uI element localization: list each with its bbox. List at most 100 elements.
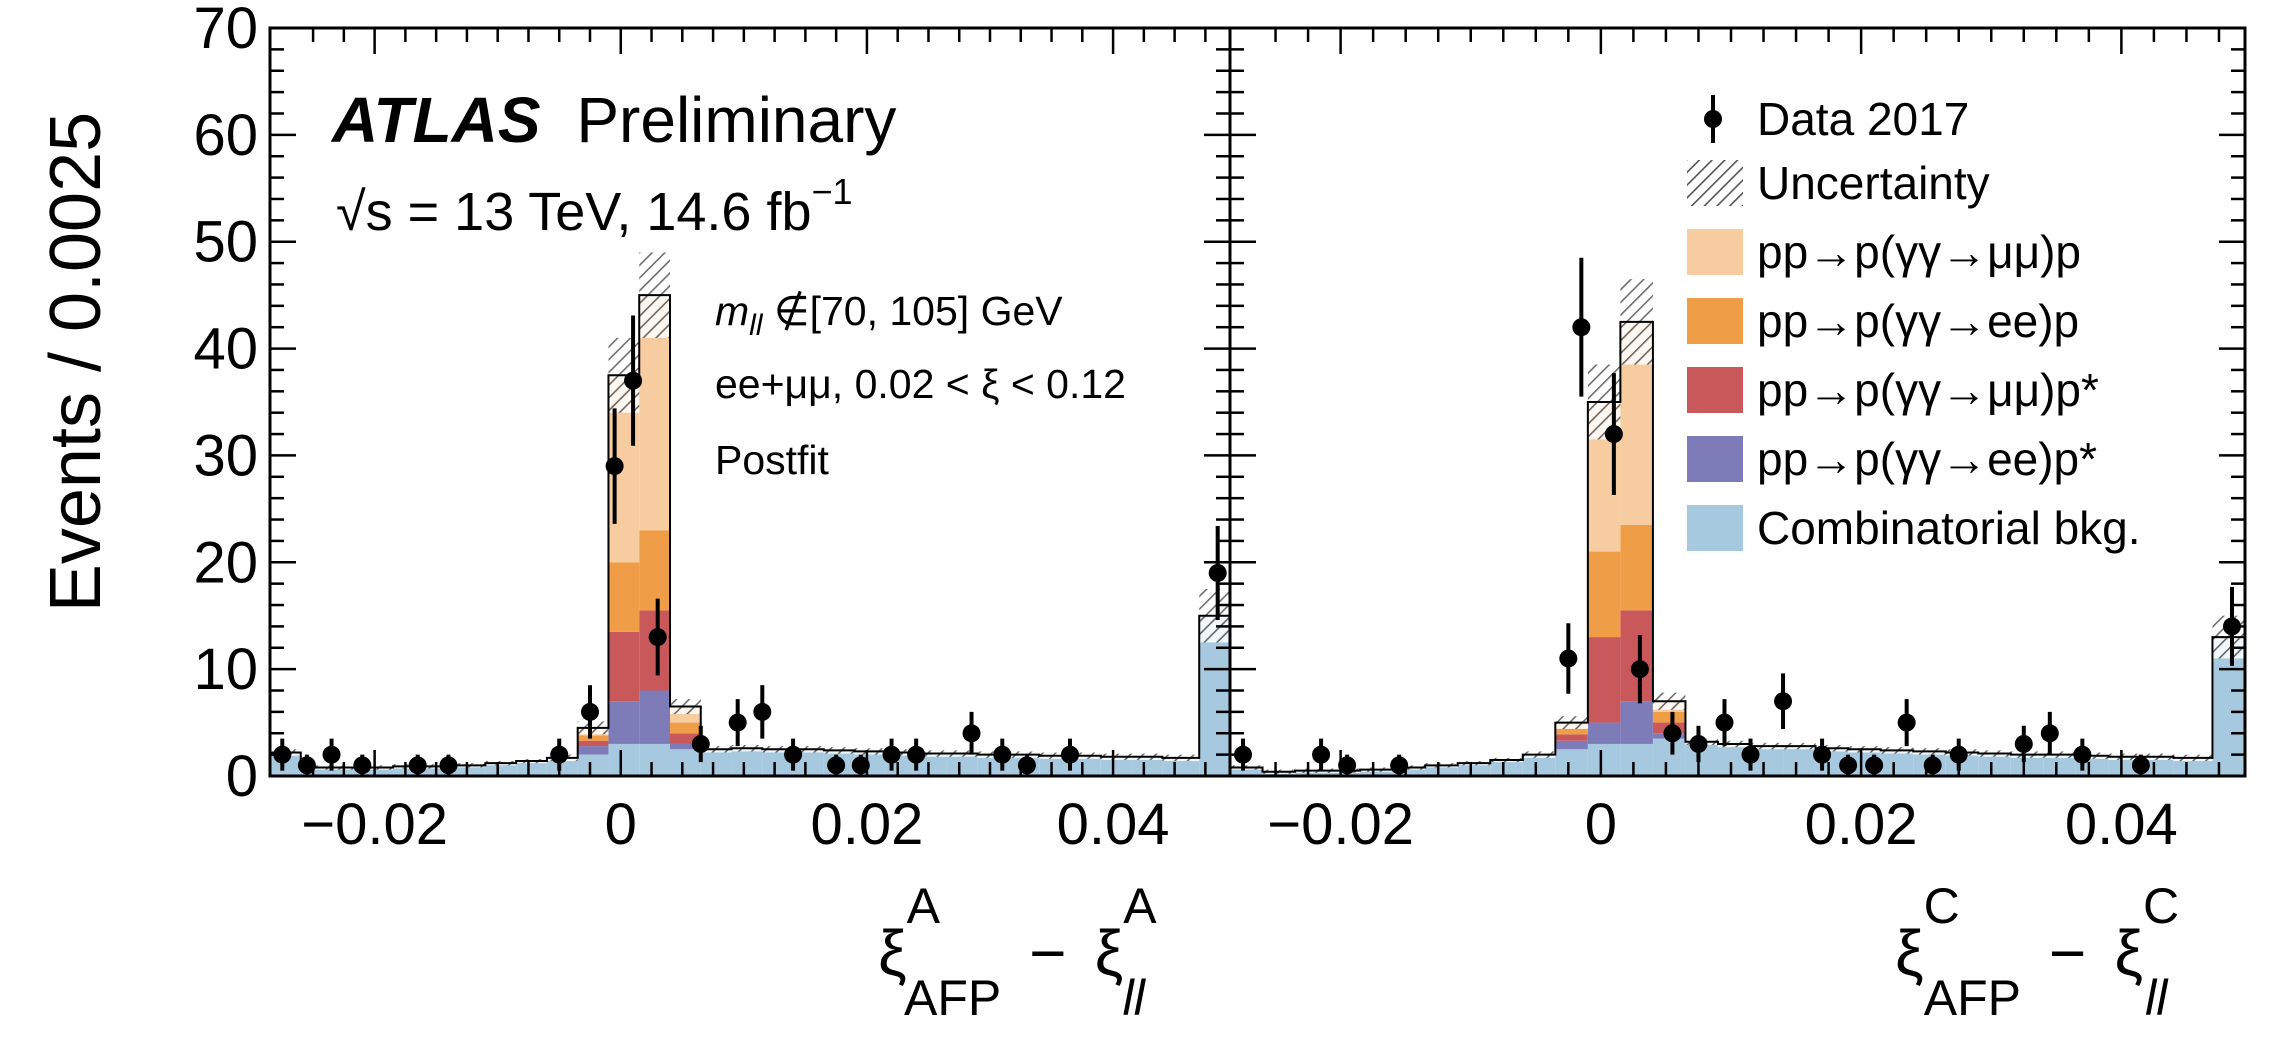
data-point [753, 702, 772, 721]
svg-text:Data 2017: Data 2017 [1757, 93, 1969, 145]
bar-combinatorial [608, 743, 640, 776]
data-point [2073, 745, 2092, 764]
legend-item-combinatorial: Combinatorial bkg. [1687, 502, 2141, 554]
bar-ee-elastic [1652, 711, 1686, 723]
data-point [993, 745, 1012, 764]
atlas-logo-text: ATLAS [330, 84, 541, 156]
bar-combinatorial [946, 753, 978, 776]
legend-item-data: Data 2017 [1704, 93, 1969, 145]
legend-swatch-ee-single-diss [1687, 436, 1743, 482]
data-point [1839, 756, 1858, 775]
energy-lumi-label: √s = 13 TeV, 14.6 fb−1 [336, 171, 853, 242]
bar-ee-single-diss [608, 701, 640, 744]
data-point [648, 628, 667, 647]
bar-combinatorial [2173, 757, 2213, 776]
bar-combinatorial [1360, 769, 1393, 776]
data-point [297, 756, 316, 775]
panel-c: −0.02 0 0.02 0.04 [1228, 26, 2247, 857]
x-tick-label: −0.02 [1267, 792, 1414, 857]
legend-item-mumu-single-diss: pp→p(γγ→μμ)p* [1687, 364, 2099, 416]
svg-text:pp→p(γγ→ee)p*: pp→p(γγ→ee)p* [1757, 433, 2097, 485]
svg-text:pp→p(γγ→μμ)p: pp→p(γγ→μμ)p [1757, 226, 2081, 278]
bar-combinatorial [1652, 738, 1686, 776]
data-point [962, 724, 981, 743]
bar-combinatorial [1783, 746, 1816, 776]
bar-combinatorial [1295, 770, 1328, 776]
x-tick-label: −0.02 [301, 792, 448, 857]
data-point [353, 756, 372, 775]
bar-combinatorial [1425, 765, 1458, 776]
svg-text:pp→p(γγ→μμ)p*: pp→p(γγ→μμ)p* [1757, 364, 2099, 416]
data-point [408, 756, 427, 775]
data-point [1865, 756, 1884, 775]
bar-ee-single-diss [639, 690, 670, 744]
bar-combinatorial [577, 754, 609, 776]
svg-text:pp→p(γγ→ee)p: pp→p(γγ→ee)p [1757, 295, 2079, 347]
y-tick-label: 70 [193, 0, 258, 61]
bar-combinatorial [731, 748, 763, 776]
bar-combinatorial [516, 761, 547, 776]
preliminary-text: Preliminary [576, 84, 896, 156]
y-tick-label: 20 [193, 530, 258, 595]
plot-frame [1228, 26, 2247, 778]
y-tick-label: 50 [193, 210, 258, 275]
bar-combinatorial [1100, 756, 1132, 776]
legend-swatch-combinatorial [1687, 505, 1743, 551]
data-point [322, 745, 341, 764]
bar-ee-elastic [1555, 727, 1588, 735]
y-axis-label: Events / 0.0025 [36, 112, 116, 612]
data-point [1572, 318, 1591, 337]
data-point [1663, 724, 1682, 743]
bar-combinatorial [1978, 753, 2011, 776]
x-tick-label: 0 [605, 792, 637, 857]
legend-item-mumu-elastic: pp→p(γγ→μμ)p [1687, 226, 2081, 278]
bar-ee-elastic [670, 722, 701, 734]
legend-item-ee-elastic: pp→p(γγ→ee)p [1687, 295, 2079, 347]
data-point [439, 756, 458, 775]
bar-ee-single-diss [1587, 722, 1621, 744]
data-point [2014, 734, 2033, 753]
x-axis-label-a: ξA AFP− ξA ll [878, 878, 1157, 1026]
legend-swatch-mumu-single-diss [1687, 367, 1743, 413]
data-point [1338, 756, 1357, 775]
bar-combinatorial [1587, 743, 1621, 776]
data-point [550, 745, 569, 764]
postfit-label: Postfit [715, 437, 830, 483]
svg-text:Combinatorial bkg.: Combinatorial bkg. [1757, 502, 2141, 554]
bar-combinatorial [1880, 750, 1914, 776]
bar-combinatorial [1457, 763, 1491, 776]
bar-ee-single-diss [670, 743, 701, 750]
panel-a: −0.02 0 0.02 0.04 0 10 20 30 40 50 60 70 [193, 0, 1232, 857]
bar-combinatorial [1131, 756, 1163, 776]
bar-combinatorial [423, 766, 455, 776]
svg-text:Uncertainty: Uncertainty [1757, 157, 1990, 209]
data-point [1559, 649, 1578, 668]
data-point [2040, 724, 2059, 743]
x-axis-label-c: ξC AFP− ξC ll [1895, 878, 2179, 1026]
bar-mumu-single-diss [1587, 637, 1621, 723]
legend-swatch-ee-elastic [1687, 298, 1743, 344]
bar-combinatorial [485, 763, 517, 776]
data-point [907, 745, 926, 764]
data-point [784, 745, 803, 764]
mass-cut-label: mll ∉[70, 105] GeV [715, 288, 1063, 342]
atlas-label: ATLAS Preliminary [330, 84, 896, 156]
data-point [691, 734, 710, 753]
bar-mumu-single-diss [670, 733, 701, 744]
data-point [1017, 756, 1036, 775]
bar-combinatorial [1490, 759, 1523, 776]
y-tick-label: 10 [193, 637, 258, 702]
data-point [1897, 713, 1916, 732]
bar-mumu-single-diss [608, 631, 640, 702]
y-tick-label: 30 [193, 423, 258, 488]
bar-combinatorial [454, 765, 486, 776]
bar-combinatorial [1392, 767, 1426, 776]
bar-combinatorial [670, 749, 701, 776]
bar-combinatorial [393, 766, 424, 776]
bar-combinatorial [546, 757, 578, 776]
legend: Data 2017 Uncertainty pp→p(γγ→μμ)p pp→p(… [1687, 93, 2141, 554]
legend-item-uncertainty: Uncertainty [1687, 157, 1990, 209]
bar-mumu-single-diss [577, 740, 609, 747]
data-point [2131, 756, 2150, 775]
bar-combinatorial [639, 743, 670, 776]
